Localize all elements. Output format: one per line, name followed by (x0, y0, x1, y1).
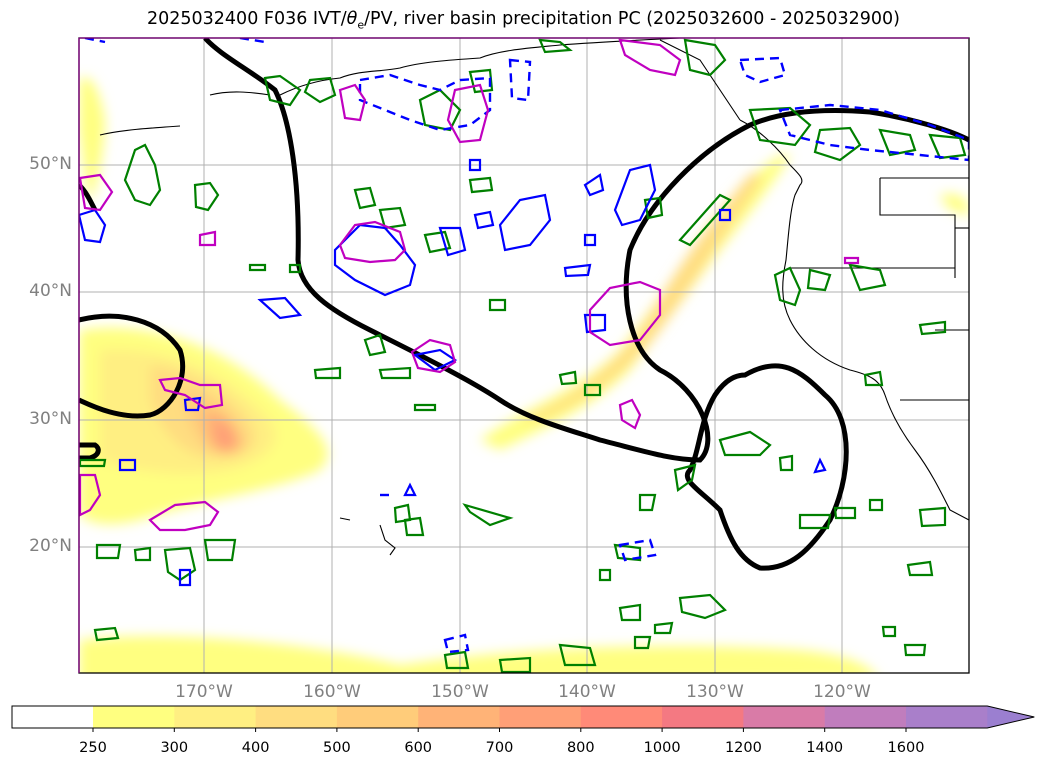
colorbar-tick-label: 1600 (887, 740, 925, 756)
lat-label-50: 50°N (29, 154, 72, 174)
colorbar-bin (499, 706, 582, 728)
colorbar (11, 705, 1035, 732)
colorbar-tick-label: 600 (404, 740, 433, 756)
colorbar-bin (743, 706, 826, 728)
lat-label-30: 30°N (29, 409, 72, 429)
precip-pc-contours (79, 38, 860, 532)
lat-label-40: 40°N (29, 281, 72, 301)
lon-label-160w: 160°W (303, 682, 361, 702)
lon-label-150w: 150°W (431, 682, 489, 702)
pv-contours (79, 158, 827, 587)
colorbar-bin (418, 706, 500, 728)
colorbar-bin (255, 706, 338, 728)
colorbar-tick-label: 500 (323, 740, 351, 756)
colorbar-bin (906, 706, 988, 728)
colorbar-outline (11, 705, 1035, 729)
colorbar-bin (824, 706, 907, 728)
ivt-fill (79, 77, 969, 673)
colorbar-tick-label: 1000 (643, 740, 681, 756)
lat-label-20: 20°N (29, 536, 72, 556)
graticule (79, 38, 969, 673)
lon-label-170w: 170°W (175, 682, 233, 702)
colorbar-tick-label: 1400 (806, 740, 844, 756)
lon-label-130w: 130°W (686, 682, 744, 702)
colorbar-bin (662, 706, 744, 728)
colorbar-tick-label: 250 (79, 740, 107, 756)
colorbar-extend-arrow (987, 706, 1035, 728)
colorbar-bin (174, 706, 257, 728)
colorbar-bin (580, 706, 663, 728)
colorbar-tick-label: 800 (566, 740, 595, 756)
lon-label-120w: 120°W (813, 682, 871, 702)
colorbar-bin (336, 706, 419, 728)
chart-title: 2025032400 F036 IVT/θe/PV, river basin p… (146, 9, 901, 32)
colorbar-bin (93, 706, 175, 728)
colorbar-tick-label: 300 (160, 740, 189, 756)
colorbar-tick-label: 400 (241, 740, 270, 756)
colorbar-under (12, 706, 93, 728)
lon-label-140w: 140°W (558, 682, 616, 702)
colorbar-tick-label: 700 (485, 740, 514, 756)
colorbar-tick-label: 1200 (724, 740, 762, 756)
pv-dashed-contours (84, 38, 969, 654)
